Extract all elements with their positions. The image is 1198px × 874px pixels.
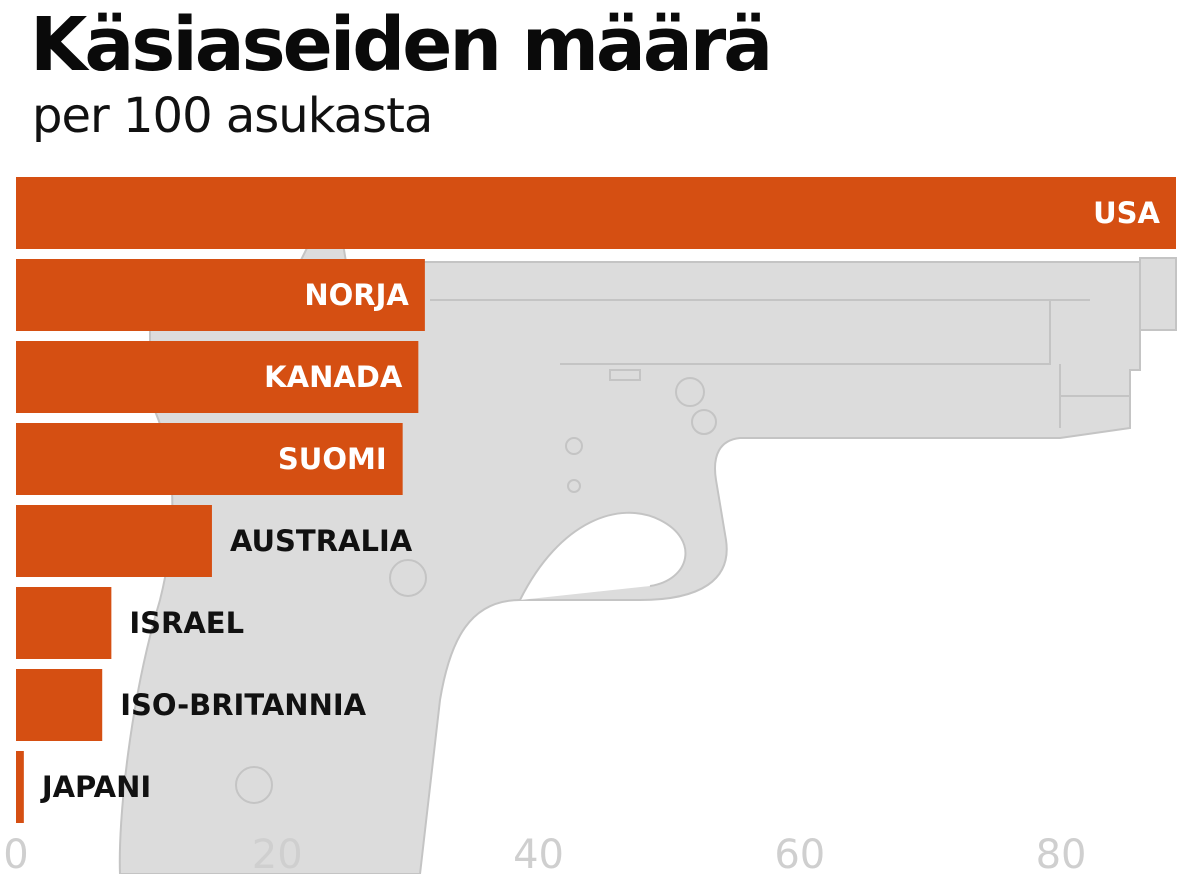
bar-iso-britannia bbox=[16, 669, 103, 741]
bar-suomi bbox=[16, 423, 403, 495]
bar-label-japani: JAPANI bbox=[40, 770, 151, 804]
bar-label-usa: USA bbox=[1093, 196, 1160, 230]
x-tick-label: 20 bbox=[252, 832, 303, 874]
bar-australia bbox=[16, 505, 212, 577]
x-tick-label: 60 bbox=[774, 832, 825, 874]
bar-usa bbox=[16, 177, 1176, 249]
bar-label-suomi: SUOMI bbox=[278, 442, 387, 476]
bar-label-israel: ISRAEL bbox=[129, 606, 244, 640]
bars-group bbox=[16, 177, 1176, 823]
x-axis-ticks: 0 20 40 60 80 bbox=[3, 832, 1086, 874]
bar-norja bbox=[16, 259, 425, 331]
bar-kanada bbox=[16, 341, 419, 413]
bar-japani bbox=[16, 751, 24, 823]
bar-labels-group: USA NORJA KANADA SUOMI AUSTRALIA ISRAEL ISO-BR… bbox=[40, 196, 1161, 804]
bar-label-australia: AUSTRALIA bbox=[230, 524, 413, 558]
chart-title: Käsiaseiden määrä bbox=[30, 2, 773, 88]
bar-label-iso-britannia: ISO-BRITANNIA bbox=[120, 688, 366, 722]
bar-label-norja: NORJA bbox=[304, 278, 409, 312]
x-tick-label: 40 bbox=[513, 832, 564, 874]
bar-label-kanada: KANADA bbox=[264, 360, 403, 394]
x-tick-label: 80 bbox=[1036, 832, 1087, 874]
chart-subtitle: per 100 asukasta bbox=[32, 88, 433, 144]
bar-israel bbox=[16, 587, 112, 659]
x-tick-label: 0 bbox=[3, 832, 28, 874]
